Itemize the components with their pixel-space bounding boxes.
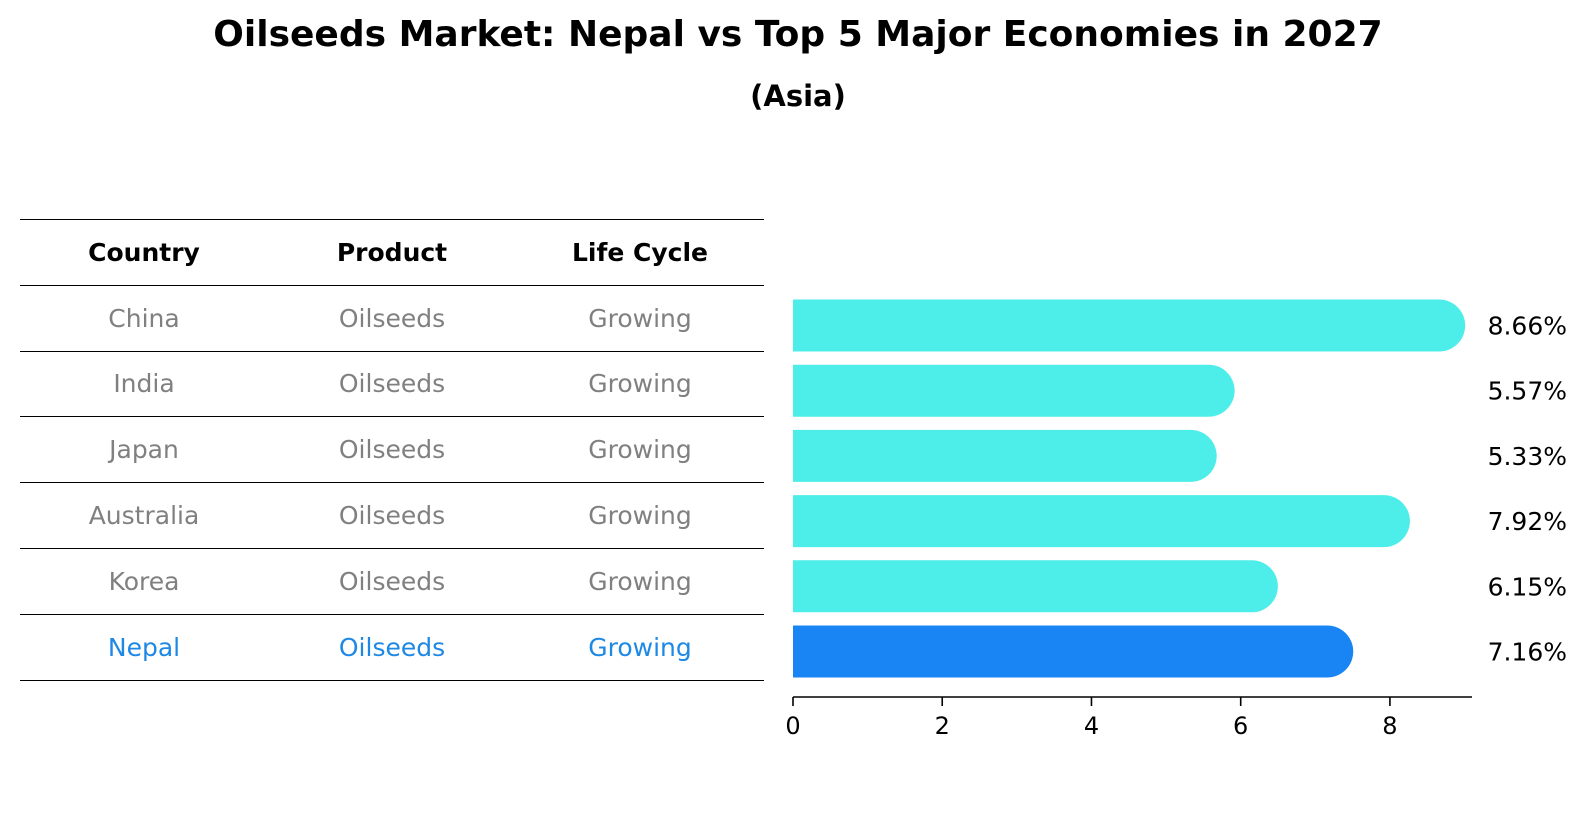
cell-country: China xyxy=(108,303,180,333)
cell-life-cycle: Growing xyxy=(588,303,692,333)
bar-china xyxy=(793,299,1466,352)
table-row: Australia Oilseeds Growing xyxy=(20,483,764,549)
cell-country: Korea xyxy=(108,566,180,596)
bar-korea xyxy=(793,560,1278,613)
bar-value-label: 7.16% xyxy=(1488,638,1567,667)
cell-life-cycle: Growing xyxy=(588,435,692,465)
comparison-table: Country Product Life Cycle China Oilseed… xyxy=(20,219,764,681)
x-tick-label: 2 xyxy=(935,712,950,740)
cell-life-cycle: Growing xyxy=(588,369,692,399)
bar-value-label: 7.92% xyxy=(1488,507,1567,536)
cell-life-cycle: Growing xyxy=(588,501,692,531)
x-tick-label: 4 xyxy=(1084,712,1099,740)
bar-value-label: 6.15% xyxy=(1488,572,1567,601)
header-product: Product xyxy=(336,237,448,267)
bar-india xyxy=(793,364,1235,417)
cell-product: Oilseeds xyxy=(338,501,446,531)
x-tick-label: 0 xyxy=(785,712,800,740)
cell-country: Nepal xyxy=(107,632,181,662)
table-row-highlight: Nepal Oilseeds Growing xyxy=(20,615,764,681)
cell-country: Australia xyxy=(88,501,200,531)
bar-australia xyxy=(793,495,1410,548)
cell-product: Oilseeds xyxy=(338,369,446,399)
cell-life-cycle: Growing xyxy=(588,632,692,662)
cell-country: Japan xyxy=(109,435,179,465)
x-tick-label: 8 xyxy=(1382,712,1397,740)
cell-product: Oilseeds xyxy=(338,435,446,465)
table-row: India Oilseeds Growing xyxy=(20,352,764,418)
chart-subtitle: (Asia) xyxy=(750,79,846,113)
cell-product: Oilseeds xyxy=(338,303,446,333)
header-life-cycle: Life Cycle xyxy=(571,237,709,267)
table-row: China Oilseeds Growing xyxy=(20,286,764,352)
x-tick-label: 6 xyxy=(1233,712,1248,740)
cell-country: India xyxy=(113,369,175,399)
cell-product: Oilseeds xyxy=(338,566,446,596)
table-row: Japan Oilseeds Growing xyxy=(20,417,764,484)
bar-value-label: 8.66% xyxy=(1488,312,1567,341)
header-country: Country xyxy=(88,237,200,267)
bar-value-label: 5.33% xyxy=(1488,442,1567,471)
cell-product: Oilseeds xyxy=(338,632,446,662)
table-header-row: Country Product Life Cycle xyxy=(20,220,764,286)
bar-japan xyxy=(793,429,1217,482)
table-row: Korea Oilseeds Growing xyxy=(20,549,764,615)
chart-title: Oilseeds Market: Nepal vs Top 5 Major Ec… xyxy=(213,14,1383,55)
bar-nepal xyxy=(793,625,1354,678)
cell-life-cycle: Growing xyxy=(588,566,692,596)
bar-value-label: 5.57% xyxy=(1488,377,1567,406)
